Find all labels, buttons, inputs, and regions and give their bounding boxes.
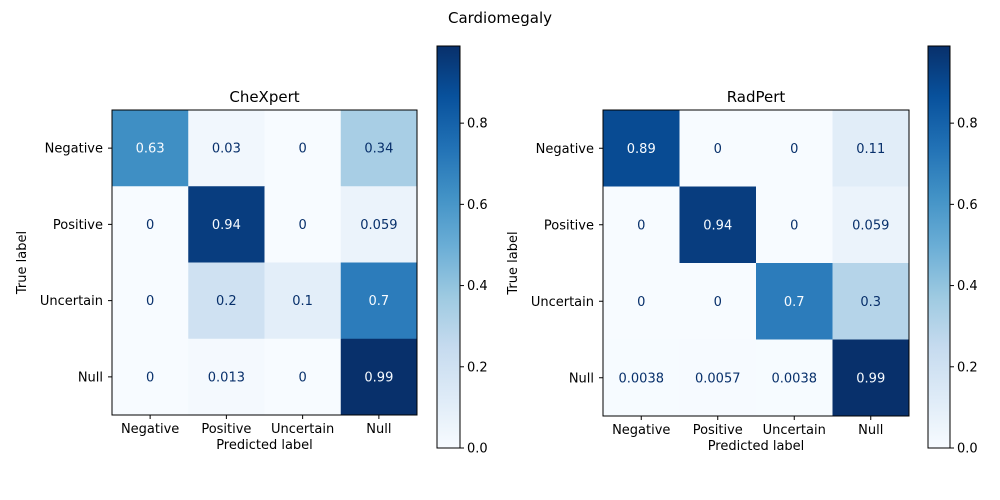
- cell-value-label: 0.013: [208, 370, 245, 385]
- x-tick-label: Positive: [693, 423, 743, 438]
- y-axis-label: True label: [15, 231, 30, 295]
- cell-value-label: 0.99: [856, 371, 885, 386]
- cell-value-label: 0: [637, 295, 645, 310]
- colorbar: [437, 46, 460, 448]
- cell-value-label: 0.99: [364, 370, 393, 385]
- y-tick-label: Positive: [544, 218, 594, 233]
- colorbar-tick-label: 0.8: [957, 117, 978, 132]
- cell-value-label: 0: [298, 218, 306, 233]
- cell-value-label: 0.2: [216, 294, 237, 309]
- x-tick-label: Negative: [612, 423, 670, 438]
- cell-value-label: 0: [790, 142, 798, 157]
- x-tick-label: Uncertain: [763, 423, 826, 438]
- y-tick-label: Positive: [53, 218, 103, 233]
- x-tick-label: Null: [366, 422, 391, 437]
- colorbar-tick-label: 0.2: [957, 360, 978, 375]
- panel-title: RadPert: [727, 88, 786, 106]
- x-tick-label: Null: [858, 423, 883, 438]
- cell-value-label: 0.059: [852, 218, 889, 233]
- cell-value-label: 0.7: [369, 294, 390, 309]
- colorbar-tick-label: 0.8: [467, 117, 488, 132]
- y-tick-label: Null: [78, 370, 103, 385]
- y-tick-label: Uncertain: [531, 295, 594, 310]
- y-tick-label: Null: [569, 371, 594, 386]
- confusion-matrix-panel-1: CheXpert 0.63 0.03 0 0.34 0 0.94 0 0.059 0 0.2 0.1 0…: [15, 46, 488, 457]
- x-axis-label: Predicted label: [216, 438, 313, 453]
- cell-value-label: 0: [298, 370, 306, 385]
- cell-value-label: 0.94: [703, 218, 732, 233]
- cell-value-label: 0.11: [856, 142, 885, 157]
- cell-value-label: 0.34: [364, 142, 393, 157]
- colorbar-tick-label: 0.4: [957, 279, 978, 294]
- cell-value-label: 0.03: [212, 142, 241, 157]
- cell-value-label: 0.1: [292, 294, 313, 309]
- cell-value-label: 0: [298, 142, 306, 157]
- colorbar: [928, 46, 950, 448]
- colorbar-tick-label: 0.6: [957, 198, 978, 213]
- y-tick-label: Negative: [45, 142, 103, 157]
- y-tick-label: Negative: [536, 142, 594, 157]
- cell-value-label: 0.0038: [772, 371, 818, 386]
- cell-value-label: 0: [790, 218, 798, 233]
- cell-value-label: 0: [637, 218, 645, 233]
- cell-value-label: 0.0038: [619, 371, 665, 386]
- cell-value-label: 0.63: [136, 142, 165, 157]
- x-tick-label: Negative: [121, 422, 179, 437]
- colorbar-tick-label: 0.0: [957, 442, 978, 457]
- cell-value-label: 0.059: [360, 218, 397, 233]
- colorbar-tick-label: 0.2: [467, 360, 488, 375]
- cell-value-label: 0: [146, 294, 154, 309]
- cell-value-label: 0.89: [627, 142, 656, 157]
- cell-value-label: 0: [146, 370, 154, 385]
- cell-value-label: 0: [714, 295, 722, 310]
- colorbar-tick-label: 0.4: [467, 279, 488, 294]
- cell-value-label: 0: [714, 142, 722, 157]
- cell-value-label: 0.0057: [695, 371, 741, 386]
- cell-value-label: 0: [146, 218, 154, 233]
- panel-title: CheXpert: [229, 88, 299, 106]
- colorbar-tick-label: 0.6: [467, 198, 488, 213]
- cell-value-label: 0.94: [212, 218, 241, 233]
- y-tick-label: Uncertain: [40, 294, 103, 309]
- figure-suptitle: Cardiomegaly: [448, 9, 552, 27]
- colorbar-tick-label: 0.0: [467, 442, 488, 457]
- y-axis-label: True label: [506, 231, 521, 295]
- cell-value-label: 0.7: [784, 295, 805, 310]
- x-axis-label: Predicted label: [708, 439, 805, 454]
- cell-value-label: 0.3: [860, 295, 881, 310]
- x-tick-label: Positive: [201, 422, 251, 437]
- x-tick-label: Uncertain: [271, 422, 334, 437]
